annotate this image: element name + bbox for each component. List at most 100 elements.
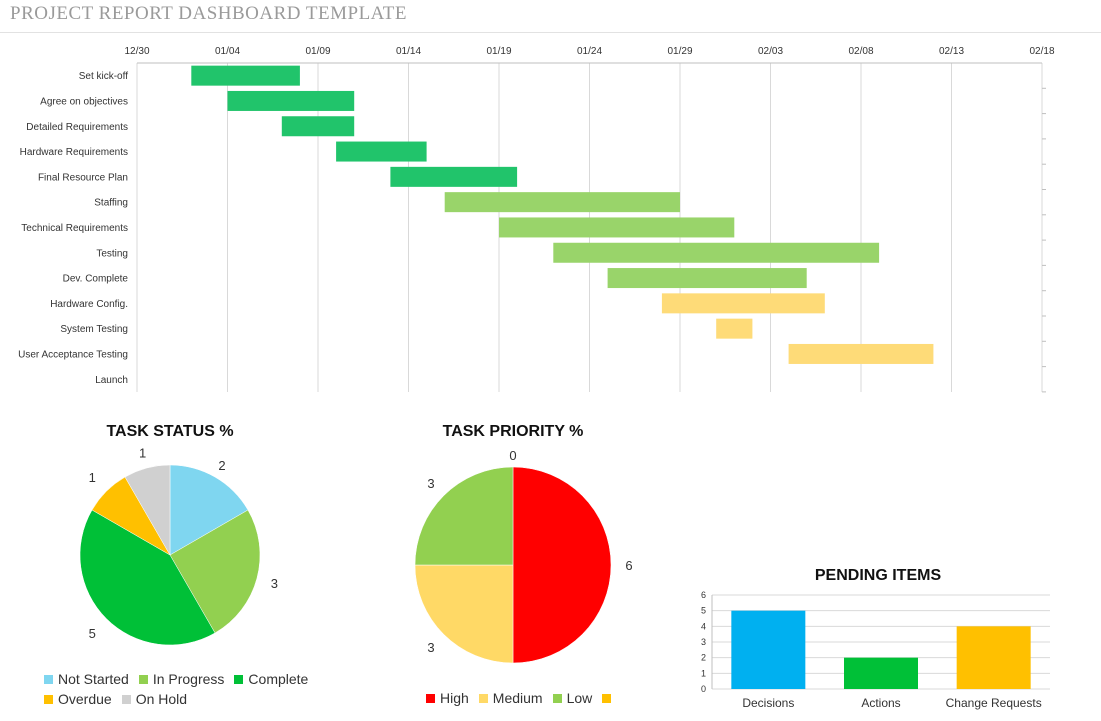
gantt-task-label: Detailed Requirements [26, 122, 128, 133]
bar-y-tick-label: 3 [701, 637, 706, 647]
gantt-bar-technical-requirements [499, 217, 735, 238]
gantt-task-label: Final Resource Plan [38, 172, 128, 183]
legend-swatch [478, 693, 488, 703]
bar-y-tick-label: 1 [701, 668, 706, 678]
bar-category-label: Change Requests [946, 696, 1042, 710]
gantt-tick-label: 01/14 [396, 46, 421, 57]
legend-label: On Hold [135, 691, 188, 707]
gantt-tick-label: 01/19 [486, 46, 511, 57]
legend-swatch [44, 694, 53, 704]
gantt-tick-label: 01/04 [215, 46, 240, 57]
gantt-task-label: Launch [95, 375, 128, 386]
gantt-bar-agree-on-objectives [227, 90, 355, 111]
legend-swatch [44, 674, 53, 684]
title-divider [0, 32, 1101, 33]
legend-item: In Progress [138, 671, 225, 687]
gantt-task-label: User Acceptance Testing [18, 349, 128, 360]
legend-label: Not Started [58, 671, 129, 687]
gantt-bar-dev-complete [607, 268, 807, 289]
pie-slice-high [512, 466, 612, 664]
bar-category-label: Actions [861, 696, 900, 710]
gantt-bar-hardware-requirements [336, 141, 427, 162]
bar-chart-title: PENDING ITEMS [815, 567, 942, 584]
legend-swatch [426, 693, 435, 703]
pie-slice-low [414, 466, 514, 566]
legend-row: High Medium Low [426, 690, 616, 706]
pie-slice-on-hold [124, 464, 171, 556]
legend-label: Overdue [58, 691, 112, 707]
gantt-chart: 12/30 01/04 01/09 01/14 01/19 01/24 01/29 02/03… [18, 46, 1055, 393]
gantt-tick-label: 12/30 [124, 46, 149, 57]
gantt-tick-label: 01/24 [577, 46, 602, 57]
legend-item: Not Started [44, 671, 129, 687]
gantt-task-label: Set kick-off [79, 71, 128, 82]
gantt-task-label: Agree on objectives [40, 96, 128, 107]
bar-category-label: Decisions [742, 696, 794, 710]
page-title: PROJECT REPORT DASHBOARD TEMPLATE [10, 3, 408, 24]
bar-y-tick-label: 5 [701, 606, 706, 616]
legend-item: High [426, 690, 469, 706]
gantt-bar-hardware-config [661, 293, 825, 314]
bar-decisions [731, 610, 806, 689]
gantt-bar-set-kick-off [191, 65, 300, 86]
legend-label: Low [566, 690, 593, 706]
legend-item [602, 690, 616, 706]
legend-swatch [602, 693, 612, 703]
pie-slice-medium [414, 564, 514, 664]
gantt-bar-testing [553, 242, 880, 263]
legend-swatch [234, 674, 244, 684]
gantt-tick-label: 01/09 [305, 46, 330, 57]
task-status-legend: Not Started In Progress Complete Overdue On … [44, 671, 308, 711]
gantt-bar-detailed-requirements [281, 116, 355, 137]
legend-row: Overdue On Hold [44, 691, 308, 707]
pie-slice-not-started [169, 464, 249, 556]
legend-swatch [121, 694, 131, 704]
pie-data-label: 3 [427, 476, 434, 491]
pie-title: TASK STATUS % [106, 423, 233, 440]
bar-change-requests [956, 626, 1031, 689]
gantt-task-label: System Testing [60, 324, 128, 335]
gantt-bar-final-resource-plan [390, 166, 518, 187]
gantt-task-label: Hardware Config. [50, 299, 128, 310]
legend-label: High [440, 690, 469, 706]
legend-item: Overdue [44, 691, 112, 707]
gantt-bar-user-acceptance-testing [788, 343, 934, 364]
legend-item: On Hold [121, 691, 188, 707]
gantt-bar-system-testing [716, 318, 753, 339]
legend-item: Medium [478, 690, 543, 706]
gantt-tick-label: 02/03 [758, 46, 783, 57]
gantt-bar-staffing [444, 192, 680, 213]
bar-y-tick-label: 2 [701, 653, 706, 663]
pie-title: TASK PRIORITY % [443, 423, 584, 440]
legend-item: Low [552, 690, 593, 706]
legend-item: Complete [234, 671, 308, 687]
pie-data-label: 1 [89, 470, 96, 485]
gantt-tick-label: 02/13 [939, 46, 964, 57]
legend-label: Medium [492, 690, 543, 706]
pie-slice-in-progress [169, 509, 261, 634]
pie-data-label: 0 [509, 448, 516, 463]
gantt-task-label: Hardware Requirements [20, 147, 128, 158]
gantt-task-label: Testing [96, 248, 128, 259]
gantt-task-label: Staffing [94, 198, 128, 209]
legend-swatch [552, 693, 562, 703]
legend-label: In Progress [152, 671, 225, 687]
gantt-tick-label: 01/29 [667, 46, 692, 57]
legend-row: Not Started In Progress Complete [44, 671, 308, 687]
gantt-task-label: Dev. Complete [63, 274, 129, 285]
legend-label: Complete [248, 671, 309, 687]
pie-data-label: 3 [427, 640, 434, 655]
task-priority-legend: High Medium Low [426, 690, 616, 710]
pie-data-label: 1 [139, 446, 146, 461]
pie-data-label: 2 [218, 458, 225, 473]
pie-data-label: 6 [625, 558, 632, 573]
pie-slice-complete [79, 509, 216, 646]
bar-y-tick-label: 4 [701, 621, 706, 631]
pie-data-label: 3 [271, 576, 278, 591]
bar-y-tick-label: 0 [701, 684, 706, 694]
gantt-tick-label: 02/08 [848, 46, 873, 57]
bar-y-tick-label: 6 [701, 590, 706, 600]
